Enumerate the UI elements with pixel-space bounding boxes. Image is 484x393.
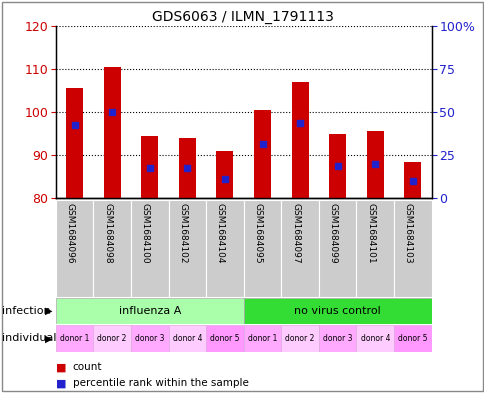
Bar (216, 151, 233, 198)
Text: GSM1684099: GSM1684099 (328, 203, 337, 264)
Text: donor 1: donor 1 (247, 334, 277, 343)
Bar (318, 325, 356, 352)
Bar (104, 66, 121, 198)
Bar (356, 325, 393, 352)
Bar (179, 138, 196, 198)
Text: percentile rank within the sample: percentile rank within the sample (73, 378, 248, 388)
Text: donor 2: donor 2 (285, 334, 314, 343)
Text: GSM1684097: GSM1684097 (290, 203, 300, 264)
Text: GSM1684098: GSM1684098 (103, 203, 112, 264)
Text: ▶: ▶ (45, 306, 52, 316)
Text: GSM1684103: GSM1684103 (403, 203, 412, 264)
Text: GDS6063 / ILMN_1791113: GDS6063 / ILMN_1791113 (151, 10, 333, 24)
Text: donor 3: donor 3 (135, 334, 164, 343)
Bar (356, 200, 393, 297)
Text: GSM1684100: GSM1684100 (140, 203, 150, 264)
Bar (281, 200, 318, 297)
Text: influenza A: influenza A (118, 306, 181, 316)
Bar (131, 200, 168, 297)
Text: GSM1684096: GSM1684096 (65, 203, 75, 264)
Bar (281, 325, 318, 352)
Bar (131, 325, 168, 352)
Bar (56, 325, 93, 352)
Bar (393, 200, 431, 297)
Text: donor 2: donor 2 (97, 334, 127, 343)
Bar (254, 110, 271, 198)
Text: ■: ■ (56, 378, 66, 388)
Bar (404, 162, 421, 198)
Text: GSM1684101: GSM1684101 (365, 203, 375, 264)
Text: count: count (73, 362, 102, 373)
Bar (141, 136, 158, 198)
Text: donor 3: donor 3 (322, 334, 352, 343)
Text: donor 5: donor 5 (397, 334, 427, 343)
Text: donor 5: donor 5 (210, 334, 239, 343)
Bar (393, 325, 431, 352)
Bar (56, 298, 243, 324)
Bar (93, 200, 131, 297)
Bar (206, 325, 243, 352)
Text: ▶: ▶ (45, 333, 52, 343)
Text: ■: ■ (56, 362, 66, 373)
Bar (206, 200, 243, 297)
Text: no virus control: no virus control (294, 306, 380, 316)
Text: donor 4: donor 4 (172, 334, 202, 343)
Bar (168, 200, 206, 297)
Text: individual: individual (2, 333, 57, 343)
Text: donor 4: donor 4 (360, 334, 389, 343)
Bar (243, 200, 281, 297)
Text: infection: infection (2, 306, 51, 316)
Text: GSM1684102: GSM1684102 (178, 203, 187, 264)
Text: GSM1684104: GSM1684104 (215, 203, 225, 264)
Bar (291, 82, 308, 198)
Text: donor 1: donor 1 (60, 334, 89, 343)
Text: GSM1684095: GSM1684095 (253, 203, 262, 264)
Bar (56, 200, 93, 297)
Bar (93, 325, 131, 352)
Bar (243, 298, 431, 324)
Bar (318, 200, 356, 297)
Bar (66, 88, 83, 198)
Bar (366, 131, 383, 198)
Bar (329, 134, 346, 198)
Bar (168, 325, 206, 352)
Bar (243, 325, 281, 352)
